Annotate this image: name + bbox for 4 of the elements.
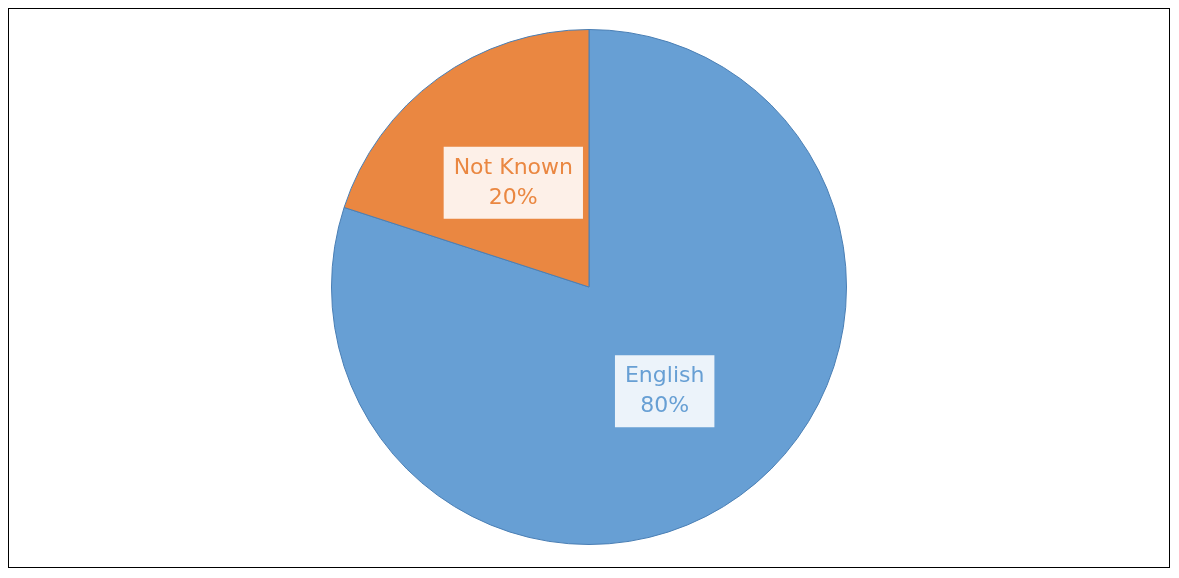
data-label: 20% bbox=[488, 183, 538, 209]
slice-label: Not Known bbox=[453, 153, 573, 179]
data-label: 80% bbox=[640, 391, 690, 417]
slice-label: English bbox=[624, 361, 705, 387]
